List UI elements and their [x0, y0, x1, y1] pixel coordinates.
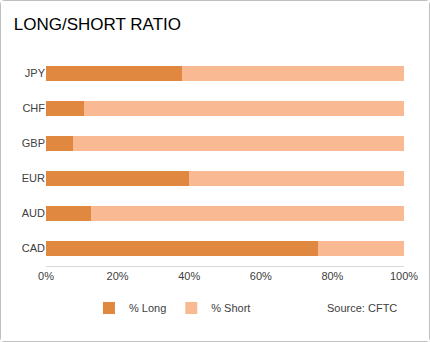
svg-text:GBP: GBP	[22, 137, 45, 149]
svg-text:80%: 80%	[321, 270, 343, 282]
svg-text:60%: 60%	[250, 270, 272, 282]
svg-text:EUR: EUR	[22, 172, 45, 184]
svg-text:100%: 100%	[390, 270, 418, 282]
svg-text:CAD: CAD	[22, 242, 45, 254]
svg-text:% Short: % Short	[211, 302, 250, 314]
svg-text:Source: CFTC: Source: CFTC	[327, 302, 397, 314]
svg-text:0%: 0%	[38, 270, 54, 282]
svg-text:AUD: AUD	[22, 207, 45, 219]
svg-text:% Long: % Long	[129, 302, 166, 314]
svg-text:20%: 20%	[107, 270, 129, 282]
svg-text:CHF: CHF	[22, 102, 45, 114]
svg-text:LONG/SHORT RATIO: LONG/SHORT RATIO	[14, 15, 181, 34]
svg-text:JPY: JPY	[25, 67, 46, 79]
svg-text:40%: 40%	[178, 270, 200, 282]
